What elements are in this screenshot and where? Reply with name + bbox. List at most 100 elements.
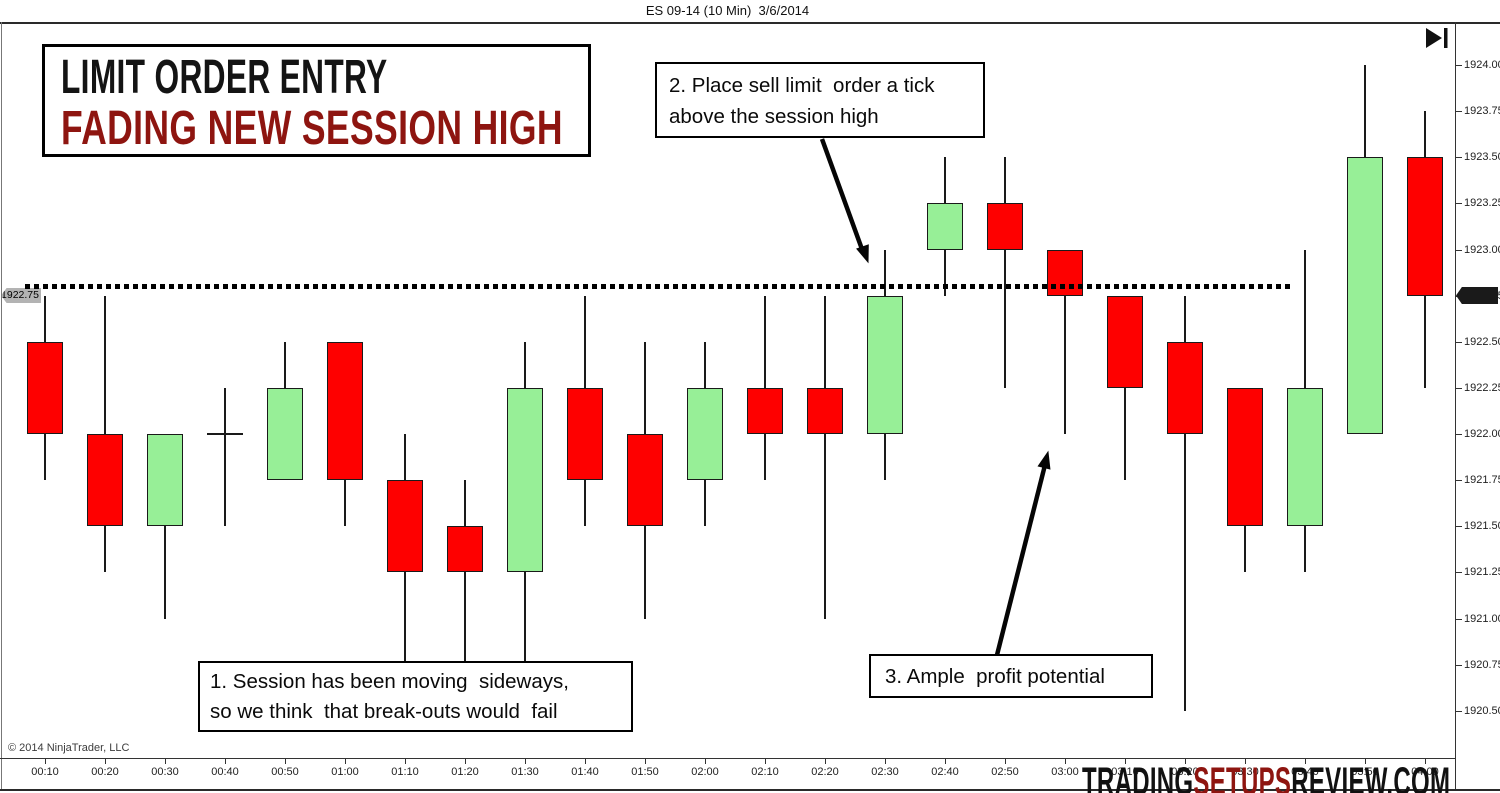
price-axis-line <box>1455 22 1456 790</box>
time-tick-02:20 <box>825 758 826 764</box>
time-tick-03:50 <box>1365 758 1366 764</box>
candle-wick-01:20 <box>464 480 466 665</box>
candle-wick-03:10 <box>1124 295 1126 481</box>
chart-area[interactable] <box>0 0 1455 758</box>
time-tick-04:00 <box>1425 758 1426 764</box>
candle-wick-03:20 <box>1184 295 1186 711</box>
time-label-00:50: 00:50 <box>271 766 299 778</box>
candle-body-02:00 <box>687 387 723 481</box>
time-label-01:30: 01:30 <box>511 766 539 778</box>
callout-session-sideways: 1. Session has been moving sideways, so … <box>198 661 633 732</box>
time-tick-01:00 <box>345 758 346 764</box>
time-label-01:50: 01:50 <box>631 766 659 778</box>
candle-body-00:10 <box>27 341 63 434</box>
headline-line1: LIMIT ORDER ENTRY <box>61 51 388 104</box>
time-tick-01:50 <box>645 758 646 764</box>
price-tick-1923.25 <box>1455 203 1462 205</box>
candle-body-02:20 <box>807 387 843 434</box>
time-label-00:40: 00:40 <box>211 766 239 778</box>
price-axis[interactable] <box>1455 22 1500 790</box>
price-tick-1924.00 <box>1455 65 1462 66</box>
time-label-00:10: 00:10 <box>31 766 59 778</box>
price-tick-1923.75 <box>1455 111 1462 113</box>
chart-title: ES 09-14 (10 Min) 3/6/2014 <box>645 3 810 18</box>
price-tick-1923.00 <box>1455 249 1462 251</box>
candle-body-03:20 <box>1167 341 1203 434</box>
time-label-02:00: 02:00 <box>691 766 719 778</box>
time-label-01:20: 01:20 <box>451 766 479 778</box>
time-label-01:40: 01:40 <box>571 766 599 778</box>
time-tick-00:10 <box>45 758 46 764</box>
candle-body-01:30 <box>507 387 543 573</box>
candle-wick-02:20 <box>824 295 826 619</box>
price-label-1921.00: 1921.00 <box>1464 612 1500 625</box>
time-tick-01:40 <box>585 758 586 764</box>
time-label-00:30: 00:30 <box>151 766 179 778</box>
candle-wick-03:00 <box>1064 249 1066 434</box>
price-tick-1920.50 <box>1455 710 1462 712</box>
time-tick-03:20 <box>1185 758 1186 764</box>
time-tick-03:10 <box>1125 758 1126 764</box>
headline-box: LIMIT ORDER ENTRY FADING NEW SESSION HIG… <box>42 44 591 157</box>
candle-body-02:50 <box>987 203 1023 250</box>
price-tick-1921.75 <box>1455 480 1462 482</box>
time-tick-02:40 <box>945 758 946 764</box>
candle-body-04:00 <box>1407 157 1443 296</box>
time-tick-02:50 <box>1005 758 1006 764</box>
skip-to-end-icon[interactable] <box>1424 26 1450 55</box>
candle-body-00:30 <box>147 434 183 527</box>
time-label-04:00: 04:00 <box>1411 766 1439 778</box>
time-tick-02:30 <box>885 758 886 764</box>
time-tick-02:10 <box>765 758 766 764</box>
price-label-1924.00: 1924.00 <box>1464 59 1500 71</box>
time-label-03:10: 03:10 <box>1111 766 1139 778</box>
price-label-1921.75: 1921.75 <box>1464 474 1500 487</box>
price-label-1923.00: 1923.00 <box>1464 243 1500 256</box>
time-label-03:50: 03:50 <box>1351 766 1379 778</box>
watermark-trading: TRADING <box>1081 760 1194 793</box>
price-tick-1922.50 <box>1455 341 1462 343</box>
time-tick-03:00 <box>1065 758 1066 764</box>
time-tick-03:40 <box>1305 758 1306 764</box>
time-tick-00:40 <box>225 758 226 764</box>
price-tick-1922.25 <box>1455 387 1462 389</box>
candle-body-02:40 <box>927 203 963 250</box>
candle-wick-02:50 <box>1004 157 1006 388</box>
candle-doji-00:40 <box>207 433 243 435</box>
candle-body-01:10 <box>387 480 423 573</box>
sell-limit-line <box>25 284 1293 289</box>
watermark-logo: TRADINGSETUPSREVIEW.COM <box>1054 715 1450 793</box>
candle-body-00:50 <box>267 387 303 481</box>
callout-profit-potential: 3. Ample profit potential <box>869 654 1153 698</box>
candle-body-02:10 <box>747 387 783 434</box>
price-tick-1921.50 <box>1455 526 1462 528</box>
time-axis-line <box>0 758 1455 759</box>
price-label-1921.50: 1921.50 <box>1464 520 1500 533</box>
candle-body-01:50 <box>627 434 663 527</box>
candle-body-00:20 <box>87 434 123 527</box>
last-price-marker-value: 1922.75 <box>1 288 41 303</box>
time-label-03:00: 03:00 <box>1051 766 1079 778</box>
time-label-02:40: 02:40 <box>931 766 959 778</box>
price-label-1920.50: 1920.50 <box>1464 704 1500 717</box>
headline-line2: FADING NEW SESSION HIGH <box>61 102 563 155</box>
candle-body-01:20 <box>447 526 483 573</box>
price-label-1922.25: 1922.25 <box>1464 381 1500 394</box>
candle-body-03:40 <box>1287 387 1323 527</box>
time-tick-01:20 <box>465 758 466 764</box>
time-label-00:20: 00:20 <box>91 766 119 778</box>
callout-sell-limit: 2. Place sell limit order a tick above t… <box>655 62 985 138</box>
watermark-review: REVIEW.COM <box>1290 760 1450 793</box>
time-label-03:20: 03:20 <box>1171 766 1199 778</box>
left-frame-line <box>1 22 2 790</box>
time-tick-00:20 <box>105 758 106 764</box>
bottom-frame-line <box>0 789 1500 791</box>
price-tick-1922.00 <box>1455 434 1462 435</box>
time-tick-00:50 <box>285 758 286 764</box>
price-tick-1921.00 <box>1455 618 1462 620</box>
time-label-01:00: 01:00 <box>331 766 359 778</box>
time-label-02:20: 02:20 <box>811 766 839 778</box>
candle-body-02:30 <box>867 295 903 434</box>
price-label-1921.25: 1921.25 <box>1464 566 1500 579</box>
time-tick-03:30 <box>1245 758 1246 764</box>
